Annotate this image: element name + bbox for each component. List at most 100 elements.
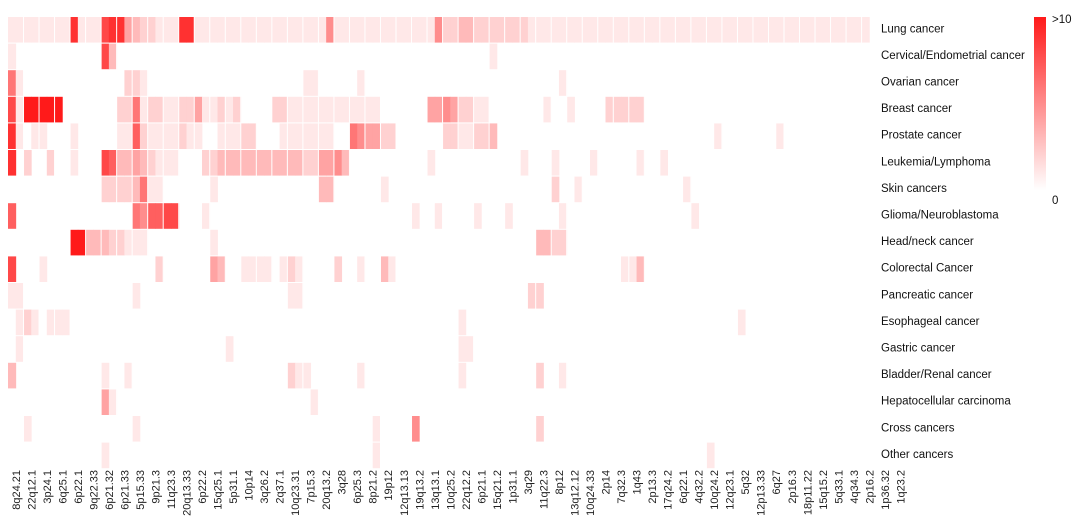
heatmap-cell: [714, 17, 723, 43]
heatmap-cell: [310, 96, 319, 123]
heatmap-cell: [458, 17, 467, 43]
heatmap-cell: [434, 17, 443, 43]
heatmap-cell: [372, 17, 381, 43]
heatmap-cell: [481, 123, 490, 149]
heatmap-cell: [217, 256, 226, 282]
heatmap-cell: [264, 150, 273, 176]
row-label: Skin cancers: [881, 183, 947, 195]
heatmap-cell: [132, 17, 141, 43]
column-label: 6q22.1: [678, 470, 690, 504]
row-label: Ovarian cancer: [881, 77, 959, 89]
heatmap-cell: [357, 17, 366, 43]
heatmap-cell: [271, 96, 280, 123]
column-label: 8p21.2: [368, 470, 380, 504]
heatmap-cell: [543, 96, 552, 123]
row-label: Other cancers: [881, 449, 953, 461]
heatmap-cell: [101, 43, 110, 70]
heatmap-cell: [690, 17, 700, 43]
heatmap-cell: [85, 229, 94, 256]
heatmap-cell: [504, 203, 513, 229]
heatmap-cell: [170, 96, 180, 123]
heatmap-cell: [737, 309, 746, 336]
heatmap-cells: [8, 17, 894, 470]
heatmap-cell: [372, 123, 381, 149]
heatmap-cell: [124, 123, 133, 149]
heatmap-cell: [527, 17, 537, 43]
heatmap-cell: [46, 17, 55, 43]
heatmap-cell: [458, 336, 467, 362]
heatmap-cell: [209, 150, 218, 176]
heatmap-cell: [427, 96, 436, 123]
heatmap-cell: [302, 123, 312, 149]
column-label: 11q23.3: [166, 470, 178, 509]
heatmap-cell: [442, 96, 451, 123]
heatmap-cell: [683, 17, 692, 43]
heatmap-cell: [256, 256, 265, 282]
heatmap-cell: [233, 17, 242, 43]
heatmap-cell: [23, 150, 32, 176]
heatmap-cell: [202, 17, 211, 43]
heatmap-cell: [558, 362, 568, 389]
heatmap-cell: [481, 96, 490, 123]
heatmap-cell: [357, 96, 366, 123]
heatmap-cell: [822, 17, 831, 43]
heatmap-cell: [248, 123, 257, 149]
heatmap-cell: [194, 17, 203, 43]
column-label: 1q43: [632, 470, 644, 494]
heatmap-cell: [163, 203, 172, 229]
heatmap-cell: [46, 96, 55, 123]
heatmap-cell: [147, 96, 156, 123]
heatmap-cell: [271, 150, 280, 176]
heatmap-cell: [380, 123, 389, 149]
heatmap-cell: [465, 123, 474, 149]
heatmap-cell: [8, 283, 17, 309]
heatmap-cell: [132, 176, 141, 203]
heatmap-cell: [139, 123, 149, 149]
heatmap-cell: [186, 123, 195, 149]
heatmap-cell: [209, 229, 218, 256]
heatmap-cell: [582, 17, 591, 43]
heatmap-cell: [155, 176, 164, 203]
heatmap-cell: [341, 96, 350, 123]
heatmap-cell: [302, 362, 312, 389]
legend-gradient-bar: [1034, 17, 1046, 190]
heatmap-cell: [139, 203, 149, 229]
heatmap-cell: [124, 362, 133, 389]
heatmap-cell: [39, 96, 48, 123]
heatmap-cell: [31, 309, 40, 336]
heatmap-cell: [489, 17, 498, 43]
column-label: 20q13.2: [321, 470, 333, 510]
heatmap-cell: [147, 17, 156, 43]
heatmap-cell: [621, 256, 630, 282]
heatmap-cell: [372, 442, 381, 469]
heatmap-cell: [54, 96, 63, 123]
heatmap-cell: [287, 123, 296, 149]
heatmap-cell: [124, 229, 133, 256]
heatmap-cell: [326, 176, 335, 203]
heatmap-cell: [403, 17, 412, 43]
heatmap-cell: [706, 442, 715, 469]
heatmap-cell: [636, 150, 645, 176]
heatmap-cell: [613, 17, 622, 43]
column-label: 6p21.33: [119, 470, 131, 510]
heatmap-cell: [302, 150, 312, 176]
heatmap-cell: [70, 17, 79, 43]
heatmap-cell: [46, 309, 55, 336]
column-label: 6p22.1: [73, 470, 85, 504]
heatmap-cell: [318, 176, 327, 203]
heatmap-cell: [318, 150, 327, 176]
heatmap-cell: [209, 96, 218, 123]
heatmap-cell: [101, 176, 110, 203]
heatmap-cell: [613, 96, 622, 123]
heatmap-cell: [760, 17, 769, 43]
heatmap-cell: [62, 17, 71, 43]
heatmap-cell: [147, 176, 156, 203]
column-label: 5p31.1: [228, 470, 240, 504]
heatmap-cell: [194, 96, 203, 123]
legend-min-label: 0: [1052, 195, 1058, 207]
heatmap-cell: [558, 229, 568, 256]
row-label: Breast cancer: [881, 103, 952, 115]
heatmap-cell: [225, 17, 234, 43]
heatmap-cell: [349, 17, 358, 43]
heatmap-cell: [481, 17, 490, 43]
